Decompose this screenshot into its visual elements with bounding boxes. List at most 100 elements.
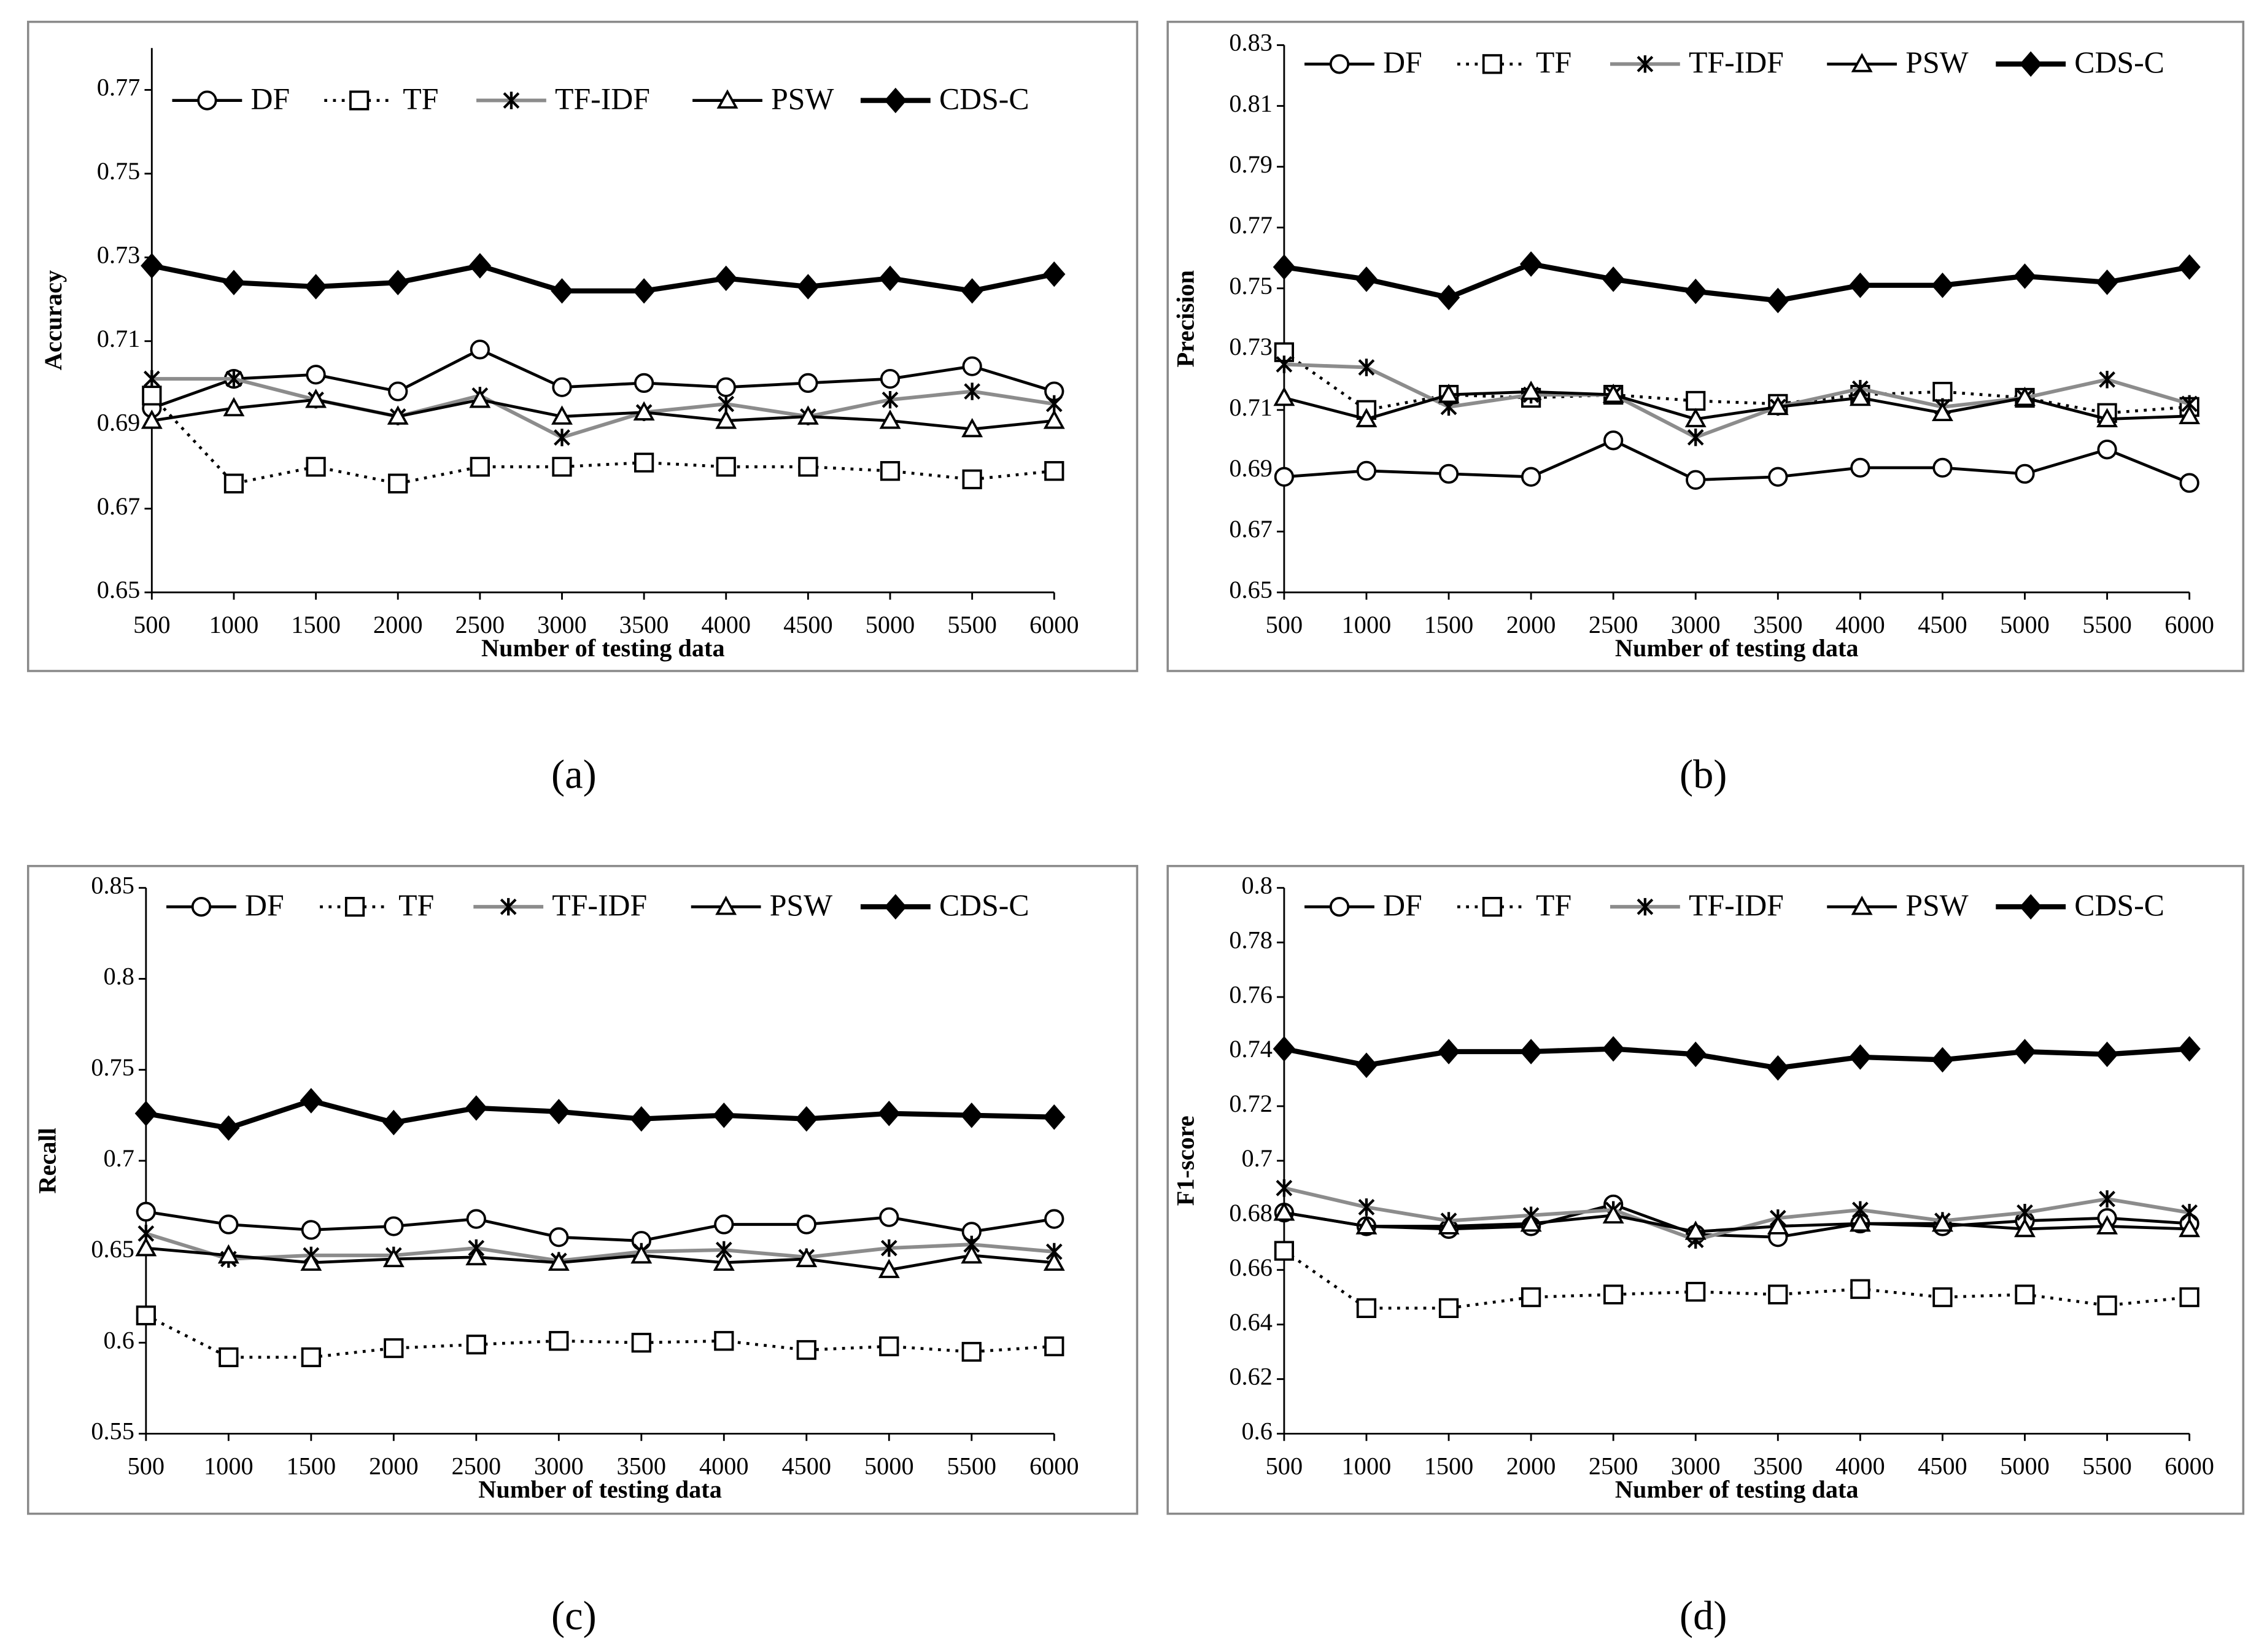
marker <box>1273 254 1296 280</box>
y-tick-label: 0.75 <box>91 1053 134 1081</box>
legend-label: CDS-C <box>939 888 1029 922</box>
marker <box>219 1214 239 1235</box>
marker <box>1273 386 1295 406</box>
series-line <box>1284 390 2190 421</box>
marker <box>2179 405 2201 424</box>
x-axis-title: Number of testing data <box>478 1475 722 1503</box>
marker <box>1849 1044 1872 1070</box>
marker <box>2179 1287 2199 1308</box>
marker <box>878 1258 900 1278</box>
marker <box>1358 359 1375 376</box>
marker <box>1519 1039 1543 1064</box>
marker <box>1602 266 1625 292</box>
legend-label: DF <box>245 888 284 922</box>
marker <box>1521 467 1541 487</box>
marker <box>143 370 160 388</box>
y-tick-label: 0.85 <box>91 872 134 899</box>
marker <box>384 1216 404 1236</box>
marker <box>2096 408 2118 427</box>
y-tick-label: 0.76 <box>1229 980 1273 1008</box>
y-axis-title: Recall <box>34 1128 61 1193</box>
marker <box>631 1333 651 1353</box>
marker <box>470 339 490 360</box>
legend-marker <box>1482 896 1503 917</box>
marker <box>1276 355 1293 373</box>
marker <box>796 1340 816 1360</box>
marker <box>1355 408 1378 427</box>
legend-marker <box>1329 896 1350 917</box>
legend-marker <box>500 898 517 916</box>
marker <box>136 1201 156 1222</box>
x-tick-label: 3000 <box>1671 1452 1721 1480</box>
marker <box>2015 1284 2035 1305</box>
series-line <box>145 1246 1055 1272</box>
x-tick-label: 2000 <box>369 1452 419 1480</box>
marker <box>1767 1055 1789 1081</box>
marker <box>225 370 242 388</box>
y-tick-label: 0.69 <box>1229 454 1273 482</box>
series-line <box>1284 362 2190 440</box>
marker <box>1438 1215 1460 1235</box>
marker <box>304 274 327 300</box>
marker <box>466 1209 486 1229</box>
series-line <box>152 377 1055 440</box>
marker <box>222 270 246 295</box>
x-tick-label: 3000 <box>1671 611 1721 638</box>
marker <box>796 1247 818 1268</box>
legend-label: CDS-C <box>2074 45 2164 79</box>
legend-marker <box>2020 51 2042 77</box>
marker <box>630 1106 653 1132</box>
marker <box>141 253 163 279</box>
y-tick-label: 0.73 <box>97 241 141 269</box>
x-tick-label: 2500 <box>1589 1452 1638 1480</box>
x-tick-label: 5000 <box>866 611 915 638</box>
x-tick-label: 4000 <box>701 611 751 638</box>
x-tick-label: 2000 <box>1506 611 1556 638</box>
marker <box>1519 251 1543 277</box>
marker <box>1850 457 1870 478</box>
marker <box>549 1331 569 1351</box>
y-tick-label: 0.8 <box>1242 872 1273 899</box>
marker <box>797 405 819 425</box>
x-axis-title: Number of testing data <box>1615 1475 1859 1503</box>
y-tick-label: 0.77 <box>97 74 141 101</box>
marker <box>1356 1298 1377 1318</box>
marker <box>1438 1298 1459 1318</box>
marker <box>300 1251 322 1271</box>
marker <box>796 1214 816 1235</box>
panel-label: (c) <box>551 1594 597 1638</box>
marker <box>962 356 982 376</box>
marker <box>1849 1212 1871 1232</box>
marker <box>1931 401 1953 422</box>
legend: DF TF TF-IDF PSW CDS-C <box>172 82 1029 115</box>
legend-marker <box>1851 53 1873 72</box>
marker <box>551 278 573 304</box>
series-line <box>151 398 1055 431</box>
x-tick-label: 3500 <box>617 1452 667 1480</box>
marker <box>134 1100 157 1127</box>
marker <box>1931 1212 1953 1232</box>
legend-marker <box>716 89 738 109</box>
series-line <box>150 394 1055 485</box>
marker <box>142 386 162 406</box>
y-tick-label: 0.75 <box>97 157 141 185</box>
marker <box>2015 463 2035 484</box>
series-line <box>1284 1186 2190 1242</box>
y-tick-label: 0.79 <box>1229 150 1273 178</box>
x-tick-label: 2500 <box>452 1452 502 1480</box>
marker <box>549 1227 569 1247</box>
marker <box>554 429 570 446</box>
x-tick-label: 5500 <box>2082 611 2132 638</box>
marker <box>1521 1287 1541 1308</box>
marker <box>1849 272 1872 298</box>
legend-marker <box>1329 54 1350 74</box>
x-tick-label: 1000 <box>1342 611 1392 638</box>
marker <box>466 1335 486 1355</box>
x-tick-label: 5500 <box>2082 1452 2132 1480</box>
series-line <box>1284 261 2190 303</box>
marker <box>1358 1198 1375 1216</box>
y-tick-label: 0.69 <box>97 408 141 436</box>
marker <box>1273 1036 1296 1062</box>
